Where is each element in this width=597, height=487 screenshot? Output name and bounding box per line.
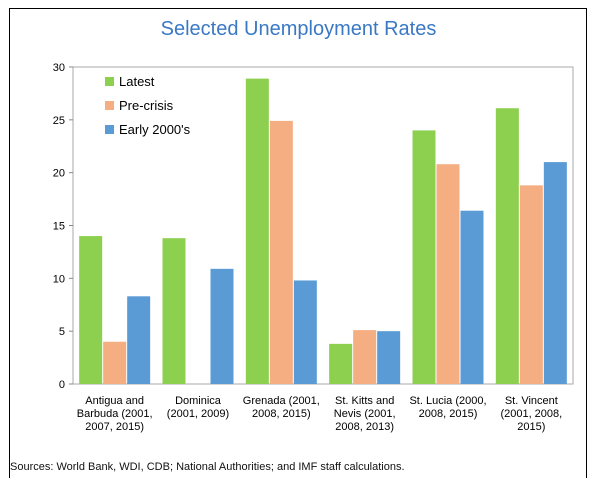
x-tick-label: Antigua and Barbuda (2001, 2007, 2015) [77,395,153,433]
bar [353,330,377,384]
chart-title: Selected Unemployment Rates [160,18,437,40]
bar [269,120,293,384]
bar [162,238,186,384]
y-tick-label: 5 [59,326,65,338]
bar [543,162,567,384]
bar [103,341,127,384]
y-tick-label: 30 [53,62,65,74]
x-tick-label: St. Lucia (2000, 2008, 2015) [409,395,486,420]
y-tick-label: 10 [53,273,65,285]
legend-label: Latest [119,74,155,89]
legend-label: Pre-crisis [119,98,174,113]
bar [460,210,484,384]
bar [329,343,353,384]
chart-frame [9,8,587,478]
y-tick-label: 20 [53,168,65,180]
bar [519,185,543,384]
x-tick-label: Dominica (2001, 2009) [167,395,229,420]
x-tick-label: St. Kitts and Nevis (2001, 2008, 2013) [334,395,396,433]
y-tick-label: 15 [53,221,65,233]
y-tick-label: 0 [59,379,65,391]
legend-label: Early 2000's [119,122,191,137]
legend-swatch [105,101,114,110]
bar [127,296,151,384]
legend-swatch [105,77,114,86]
bar [412,130,436,384]
bar [293,280,317,384]
y-tick-label: 25 [53,115,65,127]
legend-swatch [105,125,114,134]
bar [377,331,401,384]
bar [245,78,269,384]
bar [436,164,460,384]
x-tick-label: St. Vincent (2001, 2008, 2015) [500,395,562,433]
bar [495,108,519,385]
source-note: Sources: World Bank, WDI, CDB; National … [10,461,405,473]
x-tick-label: Grenada (2001, 2008, 2015) [243,395,320,420]
bar [210,268,234,384]
bar [79,236,103,384]
